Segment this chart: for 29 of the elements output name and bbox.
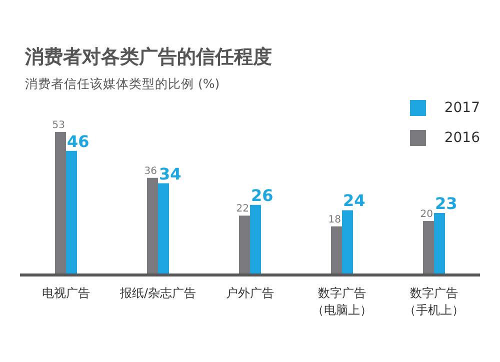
chart-title: 消费者对各类广告的信任程度 bbox=[25, 45, 272, 70]
bar bbox=[331, 226, 342, 275]
legend-label: 2017 bbox=[444, 100, 480, 116]
bar bbox=[423, 221, 434, 275]
chart-subtitle: 消费者信任该媒体类型的比例 (%) bbox=[25, 76, 220, 93]
data-label: 18 bbox=[328, 214, 341, 226]
bar bbox=[434, 212, 445, 275]
bar bbox=[158, 183, 169, 275]
bar bbox=[147, 178, 158, 275]
x-tick-label: 数字广告（手机上） bbox=[404, 286, 464, 317]
legend-label: 2016 bbox=[444, 130, 480, 146]
x-tick-label: 数字广告（电脑上） bbox=[312, 286, 372, 317]
bar bbox=[55, 132, 66, 275]
bar bbox=[250, 204, 261, 275]
data-label: 22 bbox=[236, 204, 249, 215]
bar bbox=[66, 150, 77, 275]
bar bbox=[342, 210, 353, 275]
x-tick-label: 户外广告 bbox=[226, 286, 274, 300]
data-label: 34 bbox=[159, 164, 182, 184]
data-label: 23 bbox=[435, 194, 458, 213]
data-label: 36 bbox=[144, 166, 157, 177]
data-label: 46 bbox=[67, 132, 90, 151]
bar bbox=[239, 216, 250, 275]
x-tick-label: 报纸/杂志广告 bbox=[118, 286, 196, 300]
data-label: 24 bbox=[343, 191, 366, 210]
data-label: 26 bbox=[251, 186, 274, 205]
data-label: 53 bbox=[52, 120, 65, 131]
x-tick-label: 电视广告 bbox=[42, 286, 90, 300]
data-label: 20 bbox=[420, 209, 433, 220]
